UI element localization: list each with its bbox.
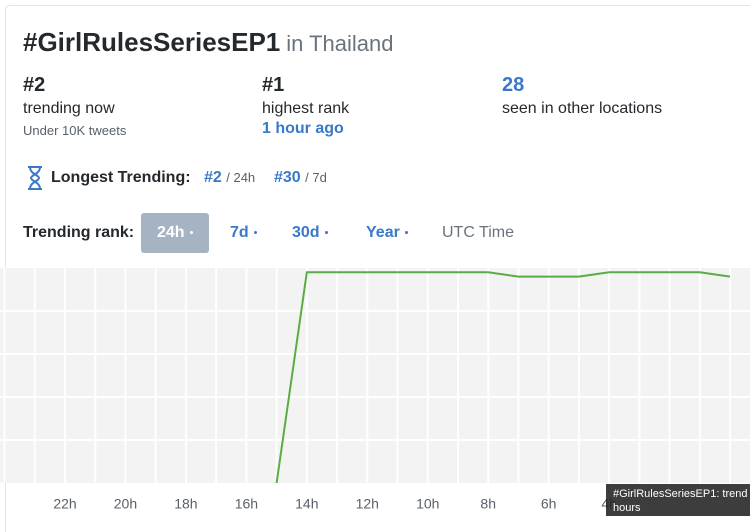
rank-line (275, 271, 731, 484)
x-tick-label: 10h (416, 496, 439, 512)
period: / 24h (226, 170, 256, 185)
stat-value[interactable]: 28 (502, 74, 525, 96)
tooltip-line: #GirlRulesSeriesEP1: trend (613, 488, 748, 500)
x-tick-label: 6h (541, 496, 557, 512)
plot-area (0, 268, 750, 483)
longest-label: Longest Trending: (51, 169, 191, 186)
x-tick-label: 18h (174, 496, 197, 512)
dot (404, 231, 408, 235)
location: in Thailand (286, 31, 394, 56)
stat-note[interactable]: 1 hour ago (262, 120, 344, 137)
stat-note: Under 10K tweets (23, 123, 127, 138)
stat-label: trending now (23, 100, 115, 117)
stat-value: #1 (262, 74, 285, 96)
period: / 7d (305, 170, 327, 185)
rank[interactable]: #2 (204, 169, 222, 186)
x-tick-label: 12h (356, 496, 379, 512)
range-button[interactable]: Year (366, 224, 408, 242)
stat-label: seen in other locations (502, 100, 663, 117)
range-button[interactable]: 7d (230, 224, 257, 242)
range-button[interactable]: 24h (141, 213, 209, 253)
hourglass-icon (28, 166, 42, 190)
range-label: 7d (230, 224, 249, 241)
dot (253, 231, 257, 235)
x-tick-label: 14h (295, 496, 318, 512)
range-label: 30d (292, 224, 320, 241)
range-label: 24h (157, 224, 185, 241)
timezone[interactable]: UTC Time (442, 224, 514, 241)
tooltip: #GirlRulesSeriesEP1: trend hours (606, 484, 750, 516)
rank[interactable]: #30 (274, 169, 301, 186)
range-label: Year (366, 224, 400, 241)
title: #GirlRulesSeriesEP1 (23, 27, 281, 57)
x-tick-label: 20h (114, 496, 137, 512)
controls-label: Trending rank: (23, 224, 135, 241)
x-tick-label: 8h (480, 496, 496, 512)
stat-value: #2 (23, 74, 46, 96)
tooltip-line: hours (613, 502, 641, 514)
range-button[interactable]: 30d (292, 224, 328, 242)
dot (324, 231, 328, 235)
longest-item: #2 / 24h (204, 169, 255, 187)
dot (189, 231, 193, 235)
x-tick-label: 22h (53, 496, 76, 512)
stat-label: highest rank (262, 100, 350, 117)
longest-item: #30 / 7d (274, 169, 327, 187)
x-tick-label: 16h (235, 496, 258, 512)
title-row: #GirlRulesSeriesEP1 in Thailand (23, 27, 394, 58)
